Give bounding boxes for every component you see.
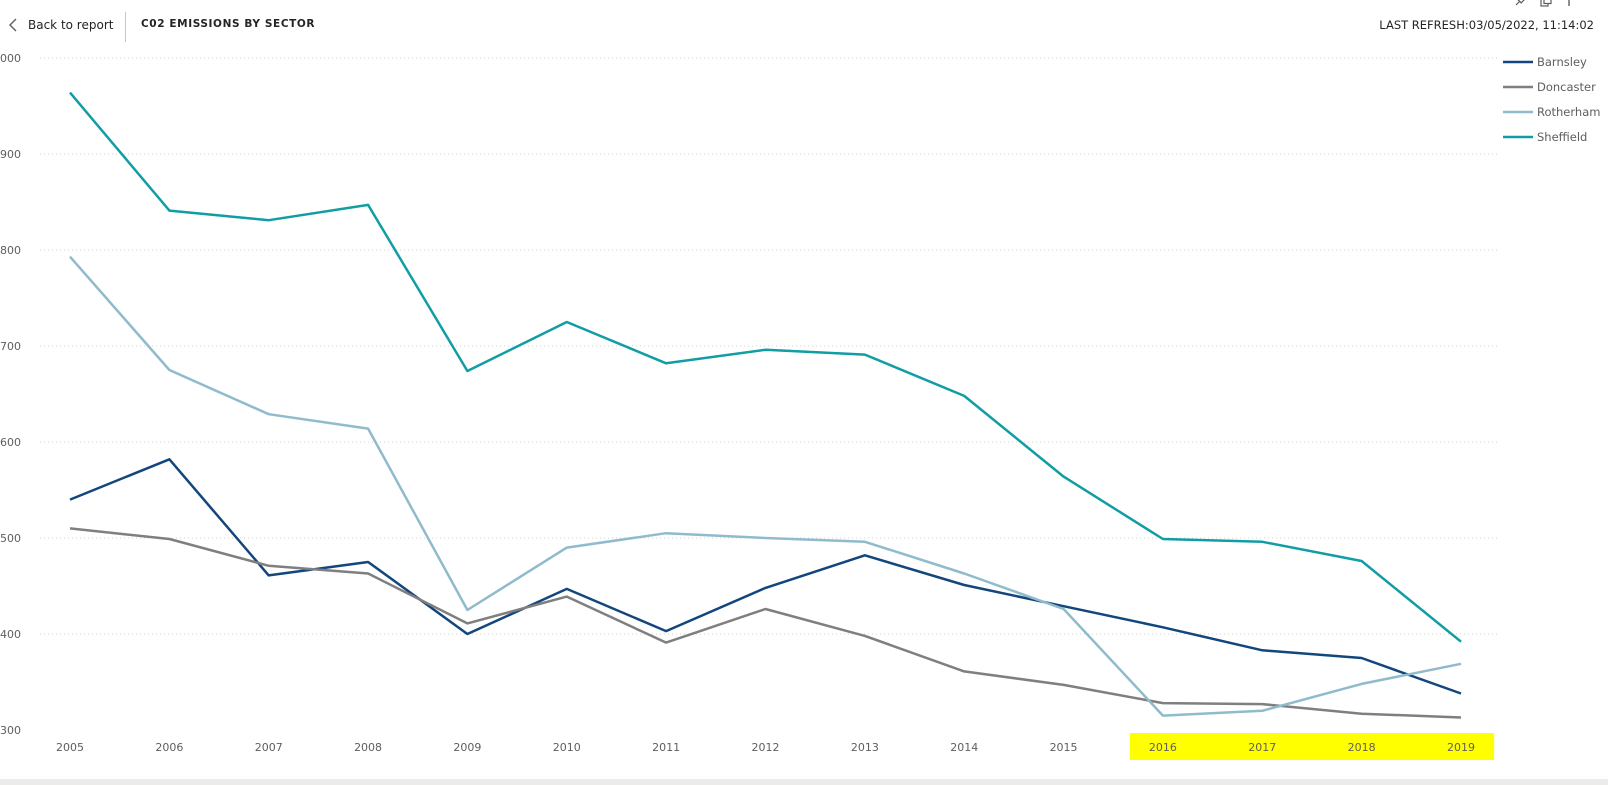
y-axis-ticks: 000 900 800 700 600 500 400 300 bbox=[0, 52, 21, 737]
x-tick-label: 2007 bbox=[255, 741, 283, 754]
pin-icon[interactable] bbox=[1514, 0, 1527, 6]
x-tick-label: 2014 bbox=[950, 741, 978, 754]
more-options-icon[interactable] bbox=[1566, 0, 1578, 6]
x-tick-label: 2013 bbox=[851, 741, 879, 754]
x-tick-label: 2009 bbox=[453, 741, 481, 754]
y-tick-label: 700 bbox=[0, 340, 21, 353]
x-tick-label: 2017 bbox=[1248, 741, 1276, 754]
x-tick-label: 2011 bbox=[652, 741, 680, 754]
x-tick-label: 2015 bbox=[1050, 741, 1078, 754]
x-axis-ticks: 2005 2006 2007 2008 2009 2010 2011 2012 2013 2014… bbox=[56, 741, 1475, 754]
legend-item-sheffield[interactable]: Sheffield bbox=[1503, 130, 1587, 144]
legend-label: Doncaster bbox=[1537, 80, 1596, 94]
y-tick-label: 400 bbox=[0, 628, 21, 641]
x-tick-label: 2008 bbox=[354, 741, 382, 754]
y-tick-label: 500 bbox=[0, 532, 21, 545]
x-tick-label: 2005 bbox=[56, 741, 84, 754]
visual-header-icons bbox=[1514, 0, 1578, 7]
x-tick-label: 2016 bbox=[1149, 741, 1177, 754]
back-to-report-button[interactable]: Back to report bbox=[0, 12, 113, 38]
x-tick-label: 2010 bbox=[553, 741, 581, 754]
chevron-left-icon bbox=[0, 12, 26, 38]
x-label-highlight bbox=[1129, 733, 1495, 760]
copy-icon[interactable] bbox=[1540, 0, 1552, 7]
legend-label: Sheffield bbox=[1537, 130, 1587, 144]
x-tick-label: 2019 bbox=[1447, 741, 1475, 754]
x-tick-label: 2018 bbox=[1348, 741, 1376, 754]
y-tick-label: 000 bbox=[0, 52, 21, 65]
x-tick-label: 2006 bbox=[155, 741, 183, 754]
back-to-report-label: Back to report bbox=[28, 18, 114, 32]
series-lines bbox=[69, 91, 1462, 719]
legend-item-doncaster[interactable]: Doncaster bbox=[1503, 80, 1596, 94]
legend-item-rotherham[interactable]: Rotherham bbox=[1503, 105, 1600, 119]
series-line-doncaster[interactable] bbox=[69, 527, 1462, 719]
header-divider bbox=[125, 12, 126, 42]
legend-label: Barnsley bbox=[1537, 55, 1587, 69]
series-line-sheffield[interactable] bbox=[69, 91, 1462, 643]
gridlines bbox=[40, 57, 1500, 635]
series-line-rotherham[interactable] bbox=[69, 255, 1462, 717]
series-line-barnsley[interactable] bbox=[69, 458, 1462, 695]
highlight-layer bbox=[1129, 733, 1495, 760]
page-title: C02 EMISSIONS BY SECTOR bbox=[141, 18, 316, 30]
x-tick-label: 2012 bbox=[752, 741, 780, 754]
status-bar bbox=[0, 779, 1608, 785]
legend-label: Rotherham bbox=[1537, 105, 1600, 119]
legend: Barnsley Doncaster Rotherham Sheffield bbox=[1503, 55, 1600, 144]
y-tick-label: 900 bbox=[0, 148, 21, 161]
y-tick-label: 800 bbox=[0, 244, 21, 257]
y-tick-label: 300 bbox=[0, 724, 21, 737]
header: Back to report C02 EMISSIONS BY SECTOR L… bbox=[0, 0, 1608, 50]
legend-item-barnsley[interactable]: Barnsley bbox=[1503, 55, 1587, 69]
y-tick-label: 600 bbox=[0, 436, 21, 449]
last-refresh-text: LAST REFRESH:03/05/2022, 11:14:02 bbox=[1379, 18, 1594, 32]
